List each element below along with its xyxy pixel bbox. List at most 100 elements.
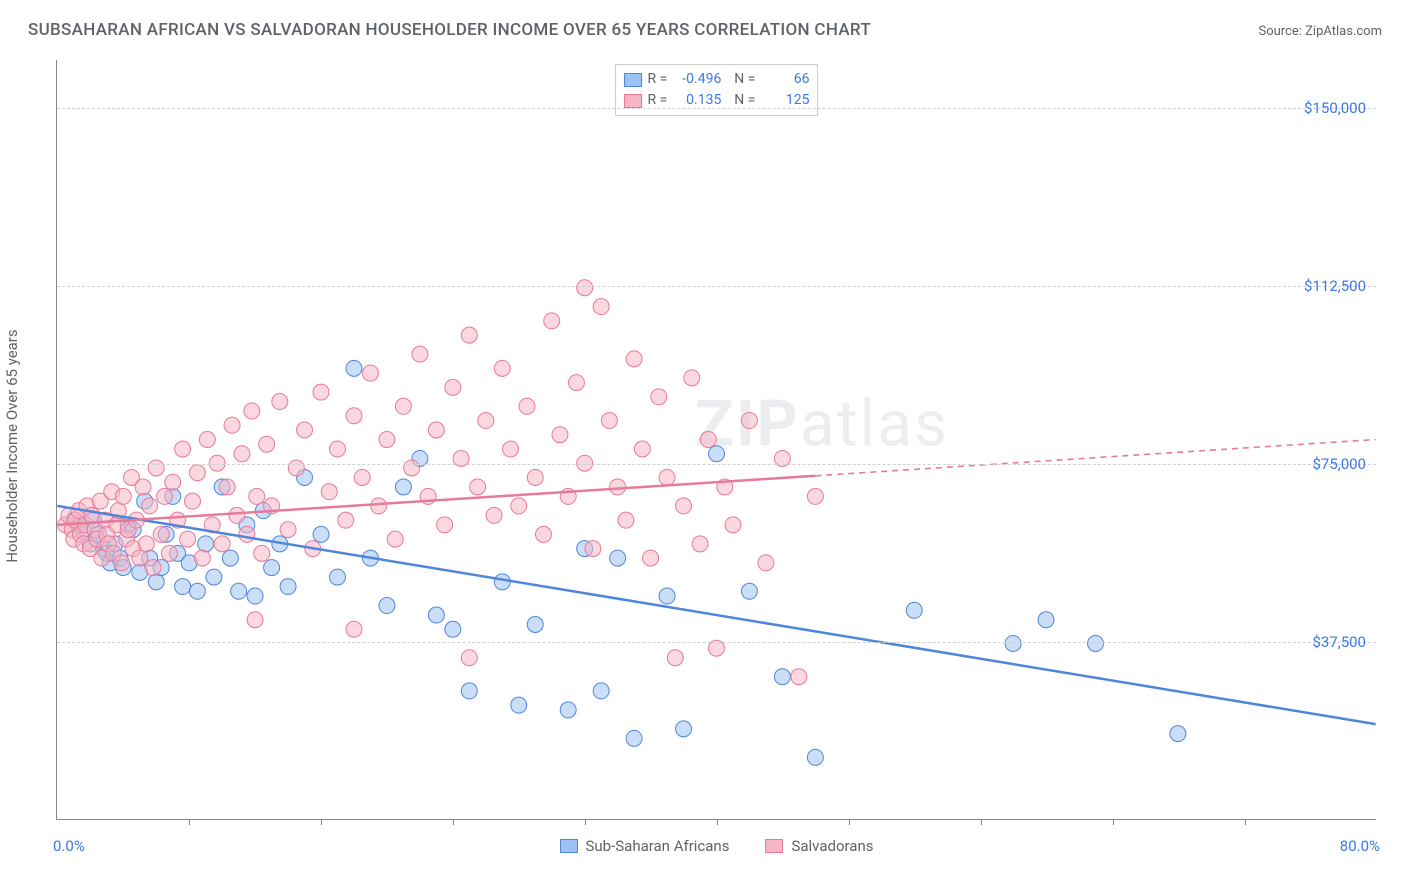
data-point <box>659 588 675 604</box>
data-point <box>626 730 642 746</box>
legend-r-value: -0.496 <box>673 69 721 90</box>
data-point <box>626 351 642 367</box>
data-point <box>676 498 692 514</box>
x-tick <box>849 819 850 825</box>
data-point <box>165 474 181 490</box>
data-point <box>189 465 205 481</box>
data-point <box>259 436 275 452</box>
data-point <box>1005 635 1021 651</box>
data-point <box>511 498 527 514</box>
data-point <box>503 441 519 457</box>
legend-n-value: 66 <box>761 69 809 90</box>
x-axis-end-label: 80.0% <box>1340 837 1380 855</box>
data-point <box>175 579 191 595</box>
x-tick <box>453 819 454 825</box>
legend-swatch <box>624 94 642 108</box>
data-point <box>338 512 354 528</box>
data-point <box>511 697 527 713</box>
data-point <box>138 536 154 552</box>
legend-swatch <box>765 839 783 853</box>
data-point <box>354 469 370 485</box>
x-axis-start-label: 0.0% <box>53 837 85 855</box>
data-point <box>199 432 215 448</box>
data-point <box>593 683 609 699</box>
data-point <box>387 531 403 547</box>
data-point <box>247 612 263 628</box>
data-point <box>643 550 659 566</box>
y-tick-label: $150,000 <box>1304 99 1366 117</box>
data-point <box>272 394 288 410</box>
data-point <box>445 621 461 637</box>
data-point <box>470 479 486 495</box>
data-point <box>379 598 395 614</box>
data-point <box>264 560 280 576</box>
data-point <box>700 432 716 448</box>
legend-series-item: Salvadorans <box>765 837 873 855</box>
data-point <box>346 360 362 376</box>
data-point <box>610 550 626 566</box>
data-point <box>601 413 617 429</box>
x-tick <box>189 819 190 825</box>
data-point <box>741 583 757 599</box>
data-point <box>445 379 461 395</box>
data-point <box>461 683 477 699</box>
data-point <box>659 469 675 485</box>
x-tick <box>585 819 586 825</box>
data-point <box>560 702 576 718</box>
data-point <box>371 498 387 514</box>
data-point <box>189 583 205 599</box>
data-point <box>229 507 245 523</box>
data-point <box>346 621 362 637</box>
data-point <box>651 389 667 405</box>
data-point <box>585 541 601 557</box>
x-tick <box>321 819 322 825</box>
data-point <box>1038 612 1054 628</box>
data-point <box>222 550 238 566</box>
data-point <box>544 313 560 329</box>
data-point <box>135 479 151 495</box>
data-point <box>330 569 346 585</box>
data-point <box>249 488 265 504</box>
data-point <box>379 432 395 448</box>
data-point <box>132 550 148 566</box>
data-point <box>552 427 568 443</box>
data-point <box>774 669 790 685</box>
data-point <box>198 536 214 552</box>
legend-r-label: R = <box>648 69 668 90</box>
data-point <box>906 602 922 618</box>
data-point <box>145 560 161 576</box>
x-tick <box>717 819 718 825</box>
data-point <box>494 360 510 376</box>
data-point <box>486 507 502 523</box>
legend-swatch <box>624 73 642 87</box>
y-axis-label: Householder Income Over 65 years <box>3 329 21 562</box>
data-point <box>618 512 634 528</box>
legend-stats-row: R =-0.496 N =66 <box>624 69 810 90</box>
data-point <box>114 555 130 571</box>
data-point <box>412 346 428 362</box>
data-point <box>297 422 313 438</box>
data-point <box>231 583 247 599</box>
x-tick <box>1245 819 1246 825</box>
data-point <box>142 498 158 514</box>
legend-series-item: Sub-Saharan Africans <box>560 837 730 855</box>
data-point <box>280 522 296 538</box>
data-point <box>395 398 411 414</box>
data-point <box>161 545 177 561</box>
data-point <box>224 417 240 433</box>
data-point <box>692 536 708 552</box>
data-point <box>175 441 191 457</box>
data-point <box>676 721 692 737</box>
data-point <box>239 526 255 542</box>
data-point <box>362 365 378 381</box>
data-point <box>461 650 477 666</box>
y-tick-label: $37,500 <box>1312 633 1366 651</box>
data-point <box>428 422 444 438</box>
data-point <box>577 280 593 296</box>
legend-swatch <box>560 839 578 853</box>
data-point <box>234 446 250 462</box>
data-point <box>214 536 230 552</box>
data-point <box>288 460 304 476</box>
chart-plot-area: ZIPatlas R =-0.496 N =66R =0.135 N =125 … <box>56 60 1376 820</box>
data-point <box>428 607 444 623</box>
